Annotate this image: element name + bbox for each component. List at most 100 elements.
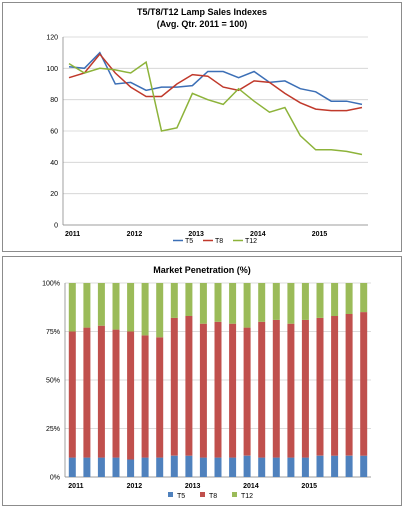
x-year-label: 2013 (188, 231, 204, 238)
bar-segment-t8 (316, 317, 324, 456)
bar-segment-t8 (258, 321, 266, 458)
series-line-t12 (68, 60, 363, 156)
bar-segment-t5 (360, 455, 368, 477)
stacked-bar-chart: Market Penetration (%) 0% 25% 50% 75% 100% 20… (42, 265, 371, 500)
bar-segment-t12 (68, 283, 76, 332)
bar-segment-t5 (156, 457, 164, 477)
bar-segment-t5 (214, 457, 222, 477)
bar-segment-t8 (185, 316, 193, 456)
legend-label-t8: T8 (215, 238, 223, 245)
line-chart-panel: T5/T8/T12 Lamp Sales Indexes (Avg. Qtr. … (2, 2, 402, 252)
bar-segment-t8 (345, 314, 353, 456)
bar-segment-t12 (141, 283, 149, 336)
y-tick-label: 25% (46, 426, 60, 433)
y-tick-label: 0 (54, 223, 58, 230)
bar-segment-t12 (272, 283, 280, 320)
legend-label-t12: T12 (245, 238, 257, 245)
bar-segment-t5 (331, 455, 339, 477)
bar-segment-t12 (316, 283, 324, 318)
y-tick-label: 60 (50, 129, 58, 136)
y-tick-label: 20 (50, 191, 58, 198)
x-year-label: 2015 (312, 231, 328, 238)
bar-segment-t5 (258, 457, 266, 477)
bar-chart-title: Market Penetration (%) (153, 265, 251, 275)
bar-segment-t8 (112, 329, 120, 458)
bar-segment-t12 (170, 283, 178, 318)
y-tick-label: 40 (50, 160, 58, 167)
bar-segment-t8 (170, 317, 178, 456)
bar-segment-t12 (97, 283, 105, 326)
bar-segment-t5 (83, 457, 91, 477)
bar-segment-t8 (127, 331, 135, 460)
bar-segment-t12 (301, 283, 309, 320)
bar-segment-t5 (127, 459, 135, 477)
bar-segment-t12 (127, 283, 135, 332)
bar-segment-t12 (345, 283, 353, 314)
bar-segment-t12 (214, 283, 222, 322)
legend-label-t8: T8 (209, 493, 217, 500)
bar-segment-t12 (229, 283, 237, 324)
bar-segment-t8 (68, 331, 76, 458)
bar-segment-t8 (199, 323, 207, 458)
bar-segment-t12 (199, 283, 207, 324)
bar-segment-t8 (272, 319, 280, 458)
legend-swatch-t8 (200, 492, 205, 497)
bar-segment-t8 (141, 335, 149, 458)
x-year-label: 2014 (250, 231, 266, 238)
y-tick-label: 0% (50, 475, 60, 482)
bar-segment-t8 (97, 325, 105, 458)
legend-label-t5: T5 (177, 493, 185, 500)
bar-segment-t5 (170, 455, 178, 477)
x-year-label: 2014 (243, 483, 259, 490)
bar-segment-t12 (331, 283, 339, 316)
y-tick-label: 120 (46, 35, 58, 42)
bar-segment-t12 (258, 283, 266, 322)
bar-segment-t5 (301, 457, 309, 477)
bar-segment-t12 (185, 283, 193, 316)
bar-segment-t5 (185, 455, 193, 477)
bar-segment-t5 (229, 457, 237, 477)
y-tick-label: 50% (46, 378, 60, 385)
x-year-label: 2012 (127, 483, 143, 490)
legend-label-t12: T12 (241, 493, 253, 500)
bar-segment-t8 (243, 327, 251, 456)
y-tick-label: 80 (50, 97, 58, 104)
bar-segment-t5 (243, 455, 251, 477)
bar-segment-t5 (141, 457, 149, 477)
bar-segment-t8 (156, 337, 164, 458)
bar-segment-t8 (83, 327, 91, 458)
x-year-label: 2011 (65, 231, 80, 238)
legend-swatch-t5 (168, 492, 173, 497)
bar-segment-t8 (301, 319, 309, 458)
y-tick-label: 75% (46, 329, 60, 336)
bar-segment-t8 (360, 312, 368, 456)
bar-segment-t8 (214, 321, 222, 458)
x-year-label: 2012 (127, 231, 143, 238)
bar-segment-t5 (287, 457, 295, 477)
bar-segment-t5 (345, 455, 353, 477)
bar-segment-t5 (316, 455, 324, 477)
x-year-label: 2015 (301, 483, 317, 490)
line-chart: T5/T8/T12 Lamp Sales Indexes (Avg. Qtr. … (46, 7, 368, 245)
bar-segment-t5 (68, 457, 76, 477)
legend-swatch-t12 (232, 492, 237, 497)
bar-segment-t8 (287, 323, 295, 458)
legend-label-t5: T5 (185, 238, 193, 245)
x-year-label: 2011 (68, 483, 83, 490)
series-line-t8 (68, 53, 363, 112)
bar-segment-t8 (229, 323, 237, 458)
bar-segment-t12 (112, 283, 120, 330)
x-year-label: 2013 (185, 483, 201, 490)
bar-segment-t5 (199, 457, 207, 477)
y-tick-label: 100% (42, 281, 60, 288)
bar-segment-t12 (360, 283, 368, 313)
bar-segment-t5 (272, 457, 280, 477)
series-line-t5 (68, 51, 363, 106)
line-chart-subtitle: (Avg. Qtr. 2011 = 100) (157, 19, 247, 29)
line-chart-title: T5/T8/T12 Lamp Sales Indexes (137, 7, 267, 17)
bar-segment-t5 (112, 457, 120, 477)
bar-segment-t12 (156, 283, 164, 338)
bar-chart-panel: Market Penetration (%) 0% 25% 50% 75% 100% 20… (2, 256, 402, 506)
bar-segment-t12 (83, 283, 91, 328)
y-tick-label: 100 (46, 66, 58, 73)
